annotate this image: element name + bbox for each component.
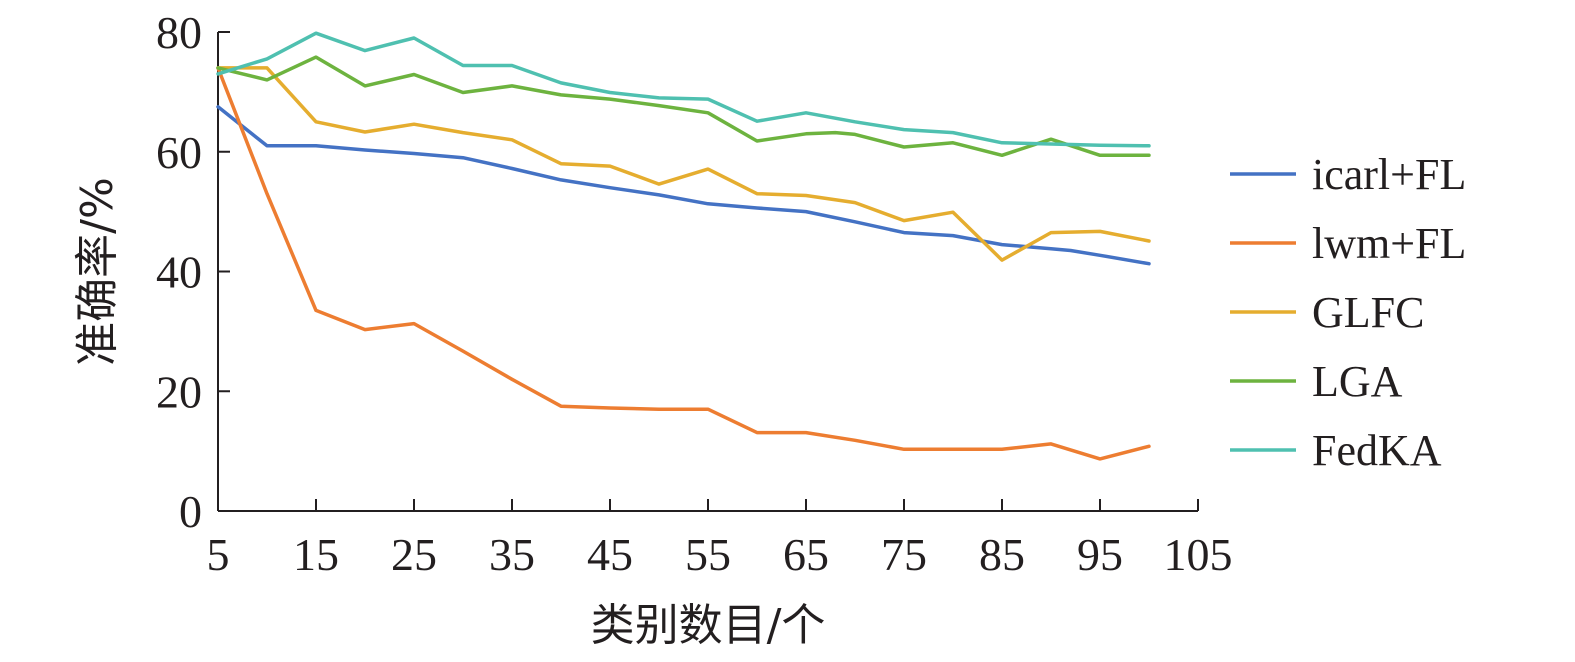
- x-tick-label: 25: [391, 529, 437, 580]
- x-tick-label: 15: [293, 529, 339, 580]
- axes: [217, 32, 1198, 512]
- x-tick-label: 65: [783, 529, 829, 580]
- x-tick-label: 55: [685, 529, 731, 580]
- series-line-fedka: [216, 31, 1151, 148]
- x-tick-label: 35: [489, 529, 535, 580]
- y-ticks: 0 20 40 60 80: [156, 7, 230, 537]
- x-tick-label: 75: [881, 529, 927, 580]
- series-lines: [216, 31, 1151, 461]
- legend-label: icarl+FL: [1312, 150, 1466, 199]
- series-line-glfc: [216, 66, 1151, 262]
- legend: icarl+FL lwm+FL GLFC LGA FedKA: [1230, 150, 1466, 475]
- series-line-lga: [216, 55, 1151, 158]
- y-tick-label: 60: [156, 127, 202, 178]
- legend-entry: FedKA: [1230, 426, 1442, 475]
- legend-label: LGA: [1312, 357, 1403, 406]
- legend-label: FedKA: [1312, 426, 1442, 475]
- legend-entry: icarl+FL: [1230, 150, 1466, 199]
- x-tick-label: 45: [587, 529, 633, 580]
- y-tick-label: 20: [156, 366, 202, 417]
- x-tick-label: 105: [1164, 529, 1233, 580]
- x-tick-label: 5: [207, 529, 230, 580]
- series-line-icarl-fl: [216, 105, 1151, 266]
- x-ticks: 5 15 25 35 45 55 65 75 85 95 105: [207, 499, 1233, 580]
- y-axis-title: 准确率/%: [72, 177, 123, 366]
- legend-label: lwm+FL: [1312, 219, 1466, 268]
- x-tick-label: 95: [1077, 529, 1123, 580]
- x-axis-title: 类别数目/个: [591, 600, 826, 651]
- legend-entry: lwm+FL: [1230, 219, 1466, 268]
- legend-label: GLFC: [1312, 288, 1424, 337]
- legend-entry: GLFC: [1230, 288, 1424, 337]
- legend-entry: LGA: [1230, 357, 1403, 406]
- x-tick-label: 85: [979, 529, 1025, 580]
- y-tick-label: 40: [156, 247, 202, 298]
- y-tick-label: 0: [179, 486, 202, 537]
- y-tick-label: 80: [156, 7, 202, 58]
- series-line-lwm-fl: [216, 66, 1151, 461]
